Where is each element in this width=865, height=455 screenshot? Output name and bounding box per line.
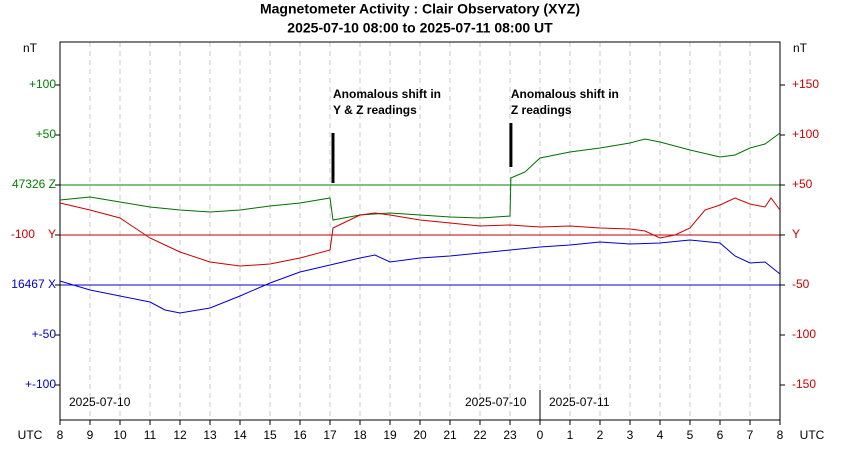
series-line <box>59 132 781 221</box>
x-tick-label: 20 <box>413 428 427 442</box>
x-tick-label: 15 <box>263 428 277 442</box>
y-tick-label: Y <box>792 227 800 241</box>
y-tick-label: +150 <box>792 77 819 91</box>
x-tick-label: 0 <box>537 428 544 442</box>
x-tick-label: 23 <box>503 428 517 442</box>
y-left-tick-label: +-100 <box>25 377 56 391</box>
x-tick-label: 12 <box>173 428 187 442</box>
x-tick-label: 14 <box>233 428 247 442</box>
x-tick-label: 7 <box>747 428 754 442</box>
x-tick-label: 9 <box>87 428 94 442</box>
y-tick-label: -100 <box>792 327 816 341</box>
annotation-text: Anomalous shift in <box>333 87 441 101</box>
y-left-tick-label: +100 <box>29 77 56 91</box>
y-tick-label: +50 <box>792 177 813 191</box>
y-left-tick-label: -100 Y <box>11 227 56 241</box>
y-left-tick-label: +50 <box>36 127 57 141</box>
y-unit-left: nT <box>23 41 38 55</box>
chart-title: Magnetometer Activity : Clair Observator… <box>260 1 580 17</box>
y-tick-label: +100 <box>792 127 819 141</box>
x-tick-label: 3 <box>627 428 634 442</box>
x-tick-label: 11 <box>144 428 157 442</box>
x-tick-label: 8 <box>777 428 784 442</box>
series-line <box>59 239 781 314</box>
y-left-tick-label: +-50 <box>32 327 57 341</box>
chart-subtitle: 2025-07-10 08:00 to 2025-07-11 08:00 UT <box>287 20 553 36</box>
x-tick-label: 17 <box>323 428 337 442</box>
x-tick-label: 16 <box>293 428 307 442</box>
x-unit-right: UTC <box>800 428 825 442</box>
x-tick-label: 6 <box>717 428 724 442</box>
x-unit-left: UTC <box>18 428 43 442</box>
x-tick-label: 13 <box>203 428 217 442</box>
y-left-tick-label: 16467 X <box>11 277 56 291</box>
x-tick-label: 18 <box>353 428 367 442</box>
annotation-text: Y & Z readings <box>333 103 417 117</box>
x-tick-label: 8 <box>57 428 64 442</box>
x-tick-label: 22 <box>473 428 487 442</box>
x-tick-label: 10 <box>113 428 127 442</box>
series-line <box>59 197 781 267</box>
y-tick-label: -150 <box>792 377 816 391</box>
y-left-tick-label: 47326 Z <box>12 177 56 191</box>
x-tick-label: 5 <box>687 428 694 442</box>
date-label: 2025-07-10 <box>69 395 131 409</box>
y-tick-label: -50 <box>792 277 810 291</box>
y-unit-right: nT <box>793 41 808 55</box>
x-tick-label: 4 <box>657 428 664 442</box>
x-tick-label: 2 <box>597 428 604 442</box>
date-label: 2025-07-10 <box>465 395 527 409</box>
annotation-text: Anomalous shift in <box>511 87 619 101</box>
plot-frame <box>59 41 781 421</box>
date-label: 2025-07-11 <box>549 395 610 409</box>
annotation-text: Z readings <box>511 103 572 117</box>
x-tick-label: 1 <box>567 428 574 442</box>
x-tick-label: 21 <box>443 428 457 442</box>
x-tick-label: 19 <box>383 428 397 442</box>
